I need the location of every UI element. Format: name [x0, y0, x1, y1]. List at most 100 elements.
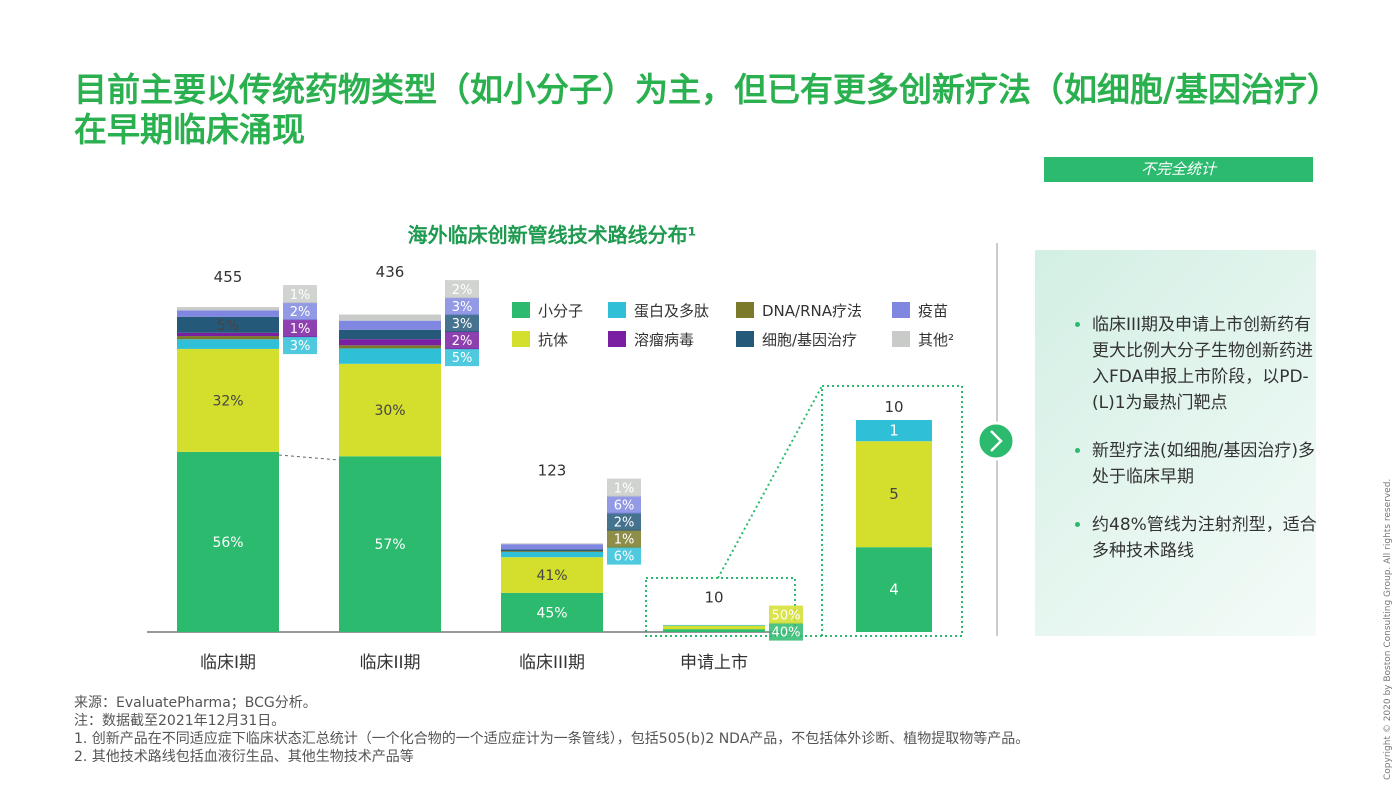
legend-swatch	[512, 331, 530, 347]
legend-swatch	[608, 331, 626, 347]
bar-segment	[177, 307, 279, 311]
legend-swatch	[892, 331, 910, 347]
bar-segment	[177, 348, 279, 452]
label-box	[283, 285, 317, 304]
chart-title: 海外临床创新管线技术路线分布¹	[408, 223, 697, 247]
value-label: 5%	[217, 318, 239, 334]
value-label: 1	[889, 422, 899, 440]
legend-label: 小分子	[538, 302, 583, 320]
value-label: 30%	[374, 403, 405, 419]
note: 2. 其他技术路线包括血液衍生品、其他生物技术产品等	[74, 749, 414, 765]
label-box	[283, 302, 317, 321]
bar-segment	[663, 624, 765, 626]
value-label: 1%	[614, 482, 635, 497]
value-label: 45%	[536, 605, 567, 621]
legend-label: 其他²	[918, 331, 954, 349]
total-label: 455	[214, 268, 243, 286]
legend-label: 溶瘤病毒	[634, 331, 694, 349]
note: 1. 创新产品在不同适应症下临床状态汇总统计（一个化合物的一个适应症计为一条管线…	[74, 731, 1030, 747]
value-label: 57%	[374, 537, 405, 553]
legend-swatch	[512, 302, 530, 318]
value-label: 2%	[452, 283, 473, 298]
x-tick-label: 临床II期	[359, 653, 420, 673]
title: 目前主要以传统药物类型（如小分子）为主，但已有更多创新疗法（如细胞/基因治疗）在…	[74, 70, 1324, 149]
value-label: 6%	[614, 550, 635, 565]
note: 注：数据截至2021年12月31日。	[74, 713, 286, 729]
value-label: 50%	[772, 609, 801, 624]
legend-label: 疫苗	[918, 302, 948, 320]
legend-label: 蛋白及多肽	[634, 302, 709, 320]
legend-label: 抗体	[538, 331, 568, 349]
bar-segment	[663, 625, 765, 630]
bar-segment	[339, 339, 441, 346]
bar-segment	[339, 314, 441, 321]
legend-label: 细胞/基因治疗	[762, 331, 857, 349]
notes: 来源：EvaluatePharma；BCG分析。 注：数据截至2021年12月31…	[74, 694, 1029, 766]
value-label: 2%	[614, 516, 635, 531]
zoom-line	[717, 385, 823, 579]
total-label: 10	[884, 398, 903, 416]
label-box	[769, 622, 803, 641]
bar-segment	[177, 339, 279, 349]
chevron-arrow	[990, 430, 1003, 452]
value-label: 2%	[452, 334, 473, 349]
bar-segment	[856, 547, 932, 632]
bullet: 临床III期及申请上市创新药有更大比例大分子生物创新药进入FDA申报上市阶段，以…	[1092, 312, 1324, 416]
x-tick-label: 临床III期	[519, 653, 585, 673]
bar-segment	[501, 557, 603, 593]
label-box	[607, 546, 641, 565]
legend-swatch	[736, 331, 754, 347]
label-box	[445, 297, 479, 316]
bar-segment	[856, 441, 932, 548]
label-box	[445, 348, 479, 367]
panel	[1035, 250, 1316, 636]
value-label: 32%	[212, 393, 243, 409]
label-box	[283, 336, 317, 355]
bar-segment	[177, 310, 279, 317]
bullet: 新型疗法(如细胞/基因治疗)多处于临床早期	[1092, 438, 1324, 490]
bar-segment	[339, 456, 441, 632]
value-label: 1%	[290, 322, 311, 337]
value-label: 3%	[452, 317, 473, 332]
bar-segment	[339, 363, 441, 457]
bar-segment	[339, 345, 441, 349]
value-label: 5	[889, 485, 899, 503]
value-label: 3%	[452, 300, 473, 315]
zoom-box	[821, 385, 963, 637]
value-label: 2%	[290, 305, 311, 320]
value-label: 40%	[772, 626, 801, 641]
bar-segment	[177, 336, 279, 340]
connector	[278, 454, 340, 461]
bar-segment	[501, 592, 603, 632]
label-box	[445, 331, 479, 350]
label-box	[445, 314, 479, 333]
bar-segment	[501, 544, 603, 550]
value-label: 1%	[290, 288, 311, 303]
chevron	[976, 421, 1016, 461]
label-box	[445, 280, 479, 299]
value-label: 3%	[290, 339, 311, 354]
bar-segment	[177, 316, 279, 333]
bar-segment	[177, 332, 279, 337]
label-box	[607, 495, 641, 514]
legend-swatch	[892, 302, 910, 318]
value-label: 6%	[614, 499, 635, 514]
bar-segment	[501, 549, 603, 552]
value-label: 5%	[452, 351, 473, 366]
legend-label: DNA/RNA疗法	[762, 302, 862, 320]
bar-segment	[339, 348, 441, 364]
label-box	[607, 478, 641, 497]
note: 来源：EvaluatePharma；BCG分析。	[74, 695, 317, 711]
total-label: 123	[538, 462, 567, 480]
bar-segment	[663, 629, 765, 632]
bar-segment	[856, 420, 932, 442]
label-box	[607, 512, 641, 531]
value-label: 4	[889, 581, 899, 599]
value-label: 56%	[212, 535, 243, 551]
bullets: 临床III期及申请上市创新药有更大比例大分子生物创新药进入FDA申报上市阶段，以…	[1068, 312, 1324, 586]
value-label: 1%	[614, 533, 635, 548]
legend-swatch	[608, 302, 626, 318]
bar-segment	[339, 320, 441, 330]
x-tick-label: 申请上市	[680, 653, 748, 673]
